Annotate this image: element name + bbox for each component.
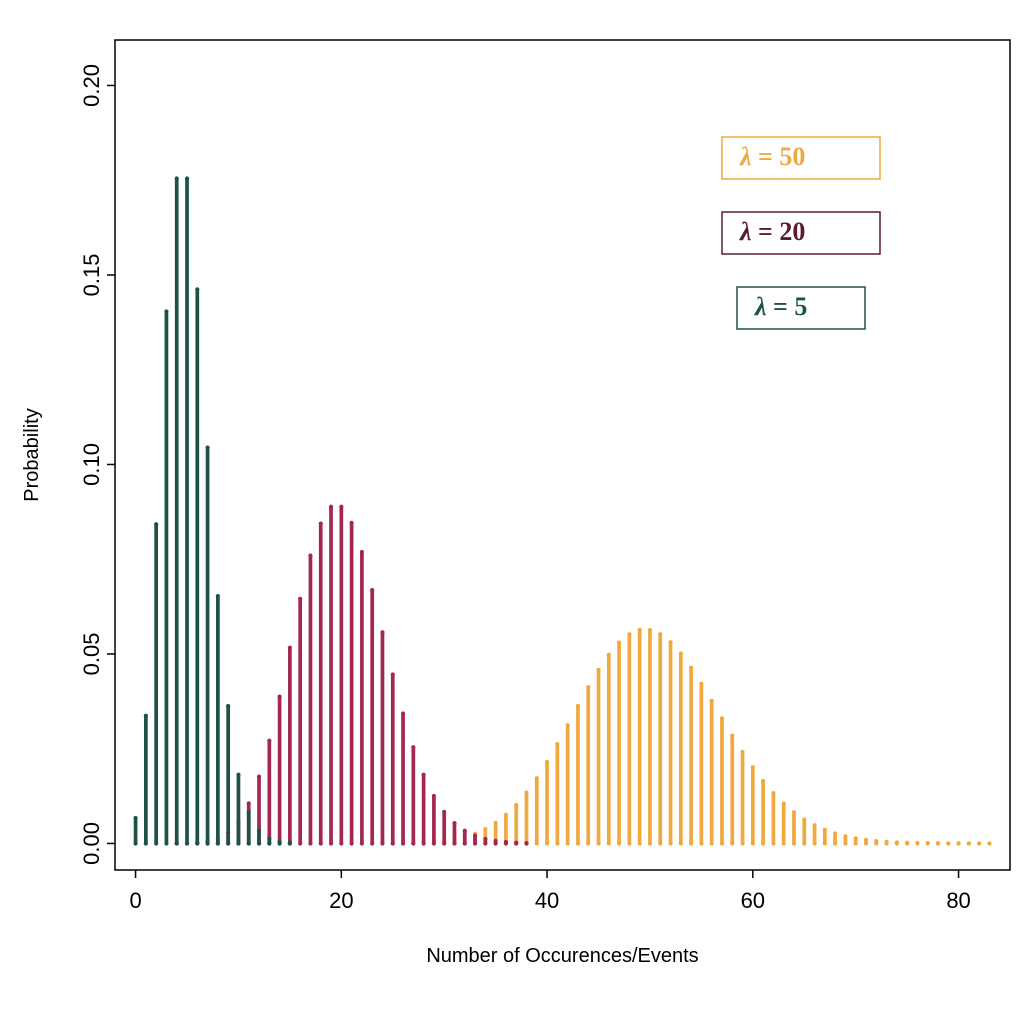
legend-label: λ = 20	[739, 217, 805, 246]
y-tick-label: 0.10	[79, 443, 104, 486]
legend-label: λ = 50	[739, 142, 805, 171]
x-tick-label: 40	[535, 888, 559, 913]
y-tick-label: 0.00	[79, 822, 104, 865]
y-tick-label: 0.15	[79, 254, 104, 297]
x-tick-label: 0	[129, 888, 141, 913]
poisson-chart: 0 20 40 60 80 0.00 0.05 0.10 0.15 0.20 Number of O…	[0, 0, 1024, 1024]
x-axis-label: Number of Occurences/Events	[426, 945, 698, 967]
x-tick-label: 20	[329, 888, 353, 913]
y-tick-label: 0.20	[79, 64, 104, 107]
x-tick-label: 60	[741, 888, 765, 913]
y-axis-label: Probability	[21, 408, 43, 501]
x-tick-label: 80	[946, 888, 970, 913]
chart-svg: 0 20 40 60 80 0.00 0.05 0.10 0.15 0.20 Number of O…	[0, 0, 1024, 1024]
legend-label: λ = 5	[754, 292, 807, 321]
y-tick-label: 0.05	[79, 633, 104, 676]
